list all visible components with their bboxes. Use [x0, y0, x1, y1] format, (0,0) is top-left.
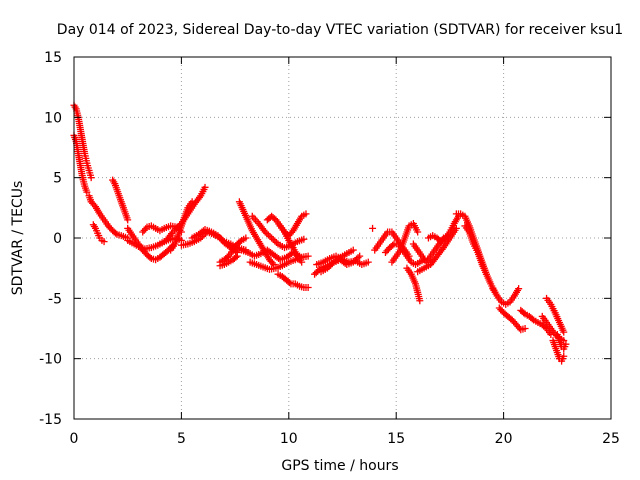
data-point: [414, 228, 422, 236]
y-tick-label: -5: [48, 291, 62, 307]
data-point: [261, 228, 269, 236]
data-point: [312, 269, 320, 277]
data-point: [521, 325, 529, 332]
data-point: [124, 216, 132, 224]
data-point: [286, 279, 294, 287]
x-tick-label: 0: [70, 431, 79, 447]
data-point: [83, 188, 91, 196]
data-point: [389, 241, 397, 249]
y-tick-label: -15: [39, 412, 62, 428]
data-point: [263, 229, 271, 237]
data-point: [356, 252, 364, 260]
data-point: [327, 261, 335, 269]
data-point: [304, 252, 312, 260]
data-point: [201, 183, 209, 191]
x-axis-label: GPS time / hours: [281, 458, 398, 474]
data-point: [364, 258, 372, 266]
data-point: [304, 283, 312, 291]
data-point: [349, 246, 357, 254]
y-tick-label: 10: [44, 110, 62, 126]
y-tick-label: -10: [39, 352, 62, 368]
y-tick-label: 0: [53, 231, 62, 247]
data-point: [528, 315, 536, 323]
data-point: [560, 328, 568, 336]
data-point: [323, 264, 331, 272]
data-point: [142, 225, 150, 233]
data-point: [232, 253, 240, 261]
data-point: [233, 252, 241, 260]
data-point: [264, 231, 272, 239]
data-point: [100, 238, 108, 246]
data-point: [562, 340, 570, 348]
data-point: [271, 237, 279, 245]
x-tick-label: 10: [280, 431, 298, 447]
data-point: [482, 270, 490, 278]
data-point: [269, 236, 277, 244]
data-point: [272, 239, 280, 247]
data-point: [87, 174, 95, 182]
y-axis-label: SDTVAR / TECUs: [10, 181, 26, 296]
y-tick-label: 15: [44, 50, 62, 66]
data-point: [369, 224, 377, 232]
chart-title: Day 014 of 2023, Sidereal Day-to-day VTE…: [57, 22, 623, 38]
data-point: [560, 352, 568, 360]
data-point: [112, 229, 120, 237]
data-point: [298, 258, 306, 266]
data-points: [70, 101, 570, 365]
data-point: [325, 263, 333, 271]
data-point: [416, 297, 424, 305]
axis-ticks: 0 5 10 15 20 25 -15 -10 -5 0 5 10 15: [39, 50, 620, 447]
data-point: [311, 270, 319, 278]
data-point: [515, 285, 523, 293]
data-point: [236, 238, 244, 246]
x-tick-label: 5: [177, 431, 186, 447]
data-point: [268, 259, 276, 267]
data-point: [266, 232, 274, 240]
data-point: [520, 309, 528, 317]
data-point: [302, 210, 310, 218]
data-point: [146, 253, 154, 261]
x-tick-label: 20: [495, 431, 513, 447]
data-point: [188, 198, 196, 206]
data-point: [242, 234, 250, 242]
x-tick-label: 15: [387, 431, 405, 447]
data-point: [335, 255, 343, 263]
y-tick-label: 5: [53, 171, 62, 187]
x-tick-label: 25: [602, 431, 620, 447]
data-point: [300, 235, 308, 243]
data-point: [268, 234, 276, 242]
